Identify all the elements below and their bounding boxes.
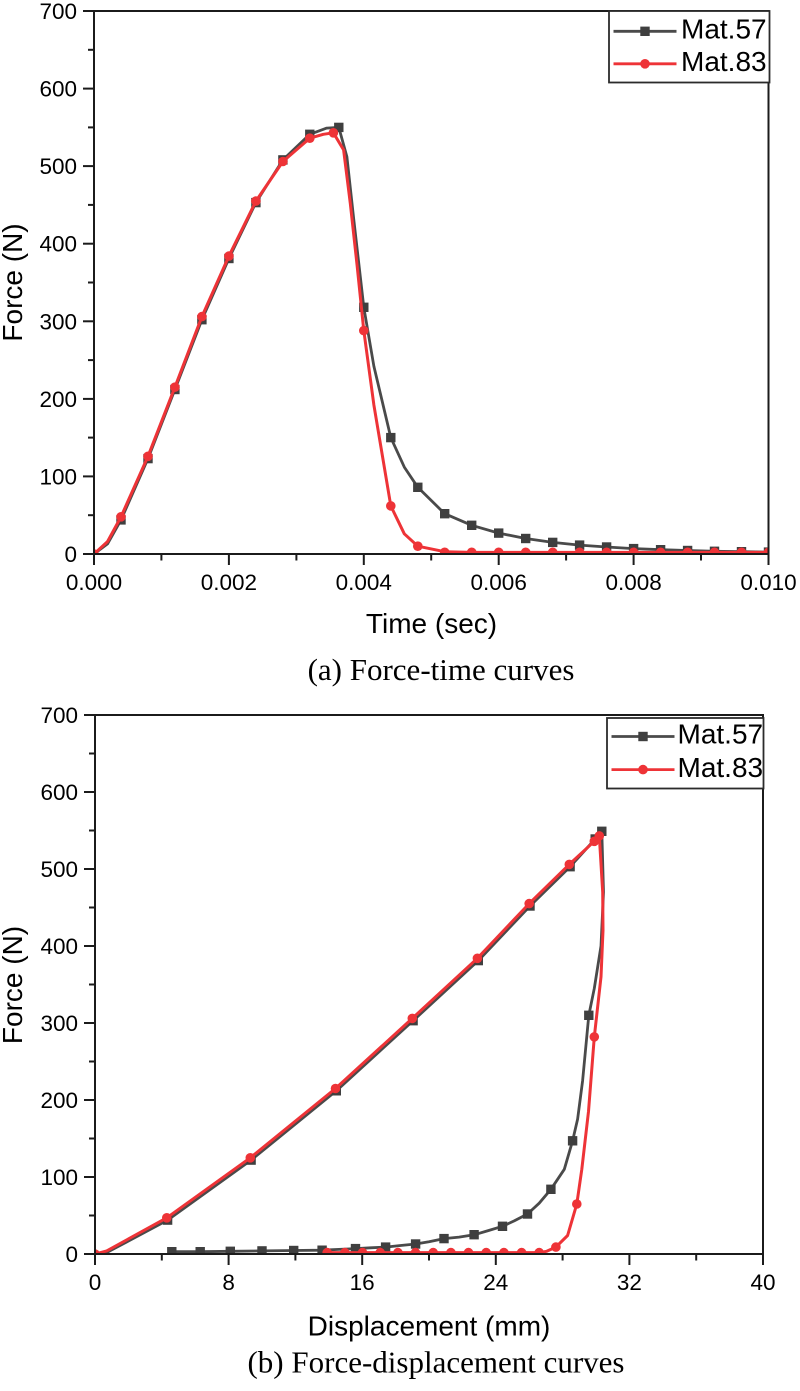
svg-text:0.008: 0.008	[605, 570, 661, 595]
svg-text:0.004: 0.004	[336, 570, 392, 595]
svg-text:Mat.57: Mat.57	[681, 14, 767, 45]
svg-text:24: 24	[483, 1270, 508, 1295]
svg-text:(a) Force-time curves: (a) Force-time curves	[308, 652, 575, 687]
svg-text:0: 0	[65, 1242, 78, 1267]
svg-text:Mat.83: Mat.83	[678, 752, 764, 783]
svg-text:32: 32	[617, 1270, 642, 1295]
svg-text:500: 500	[40, 857, 78, 882]
svg-text:600: 600	[40, 780, 78, 805]
svg-text:600: 600	[39, 77, 77, 102]
svg-text:0.006: 0.006	[471, 570, 527, 595]
svg-text:500: 500	[39, 154, 77, 179]
svg-text:0: 0	[64, 542, 77, 567]
svg-text:Mat.83: Mat.83	[681, 46, 767, 77]
svg-text:300: 300	[39, 309, 77, 334]
svg-text:200: 200	[39, 387, 77, 412]
svg-text:40: 40	[750, 1270, 775, 1295]
svg-text:0.002: 0.002	[201, 570, 257, 595]
svg-text:Mat.57: Mat.57	[678, 719, 764, 750]
svg-text:8: 8	[222, 1270, 235, 1295]
svg-text:16: 16	[350, 1270, 375, 1295]
svg-text:400: 400	[40, 934, 78, 959]
svg-text:700: 700	[39, 0, 77, 24]
svg-text:300: 300	[40, 1011, 78, 1036]
svg-text:0.010: 0.010	[740, 570, 796, 595]
svg-text:Time (sec): Time (sec)	[366, 608, 497, 639]
svg-text:100: 100	[39, 464, 77, 489]
svg-text:Force (N): Force (N)	[0, 926, 28, 1044]
svg-text:400: 400	[39, 232, 77, 257]
svg-text:(b) Force-displacement curves: (b) Force-displacement curves	[247, 1345, 624, 1380]
svg-text:Displacement (mm): Displacement (mm)	[308, 1311, 551, 1342]
svg-text:100: 100	[40, 1165, 78, 1190]
svg-text:Force (N): Force (N)	[0, 223, 28, 341]
svg-text:700: 700	[40, 703, 78, 728]
svg-text:200: 200	[40, 1088, 78, 1113]
svg-text:0.000: 0.000	[66, 570, 122, 595]
svg-text:0: 0	[89, 1270, 102, 1295]
